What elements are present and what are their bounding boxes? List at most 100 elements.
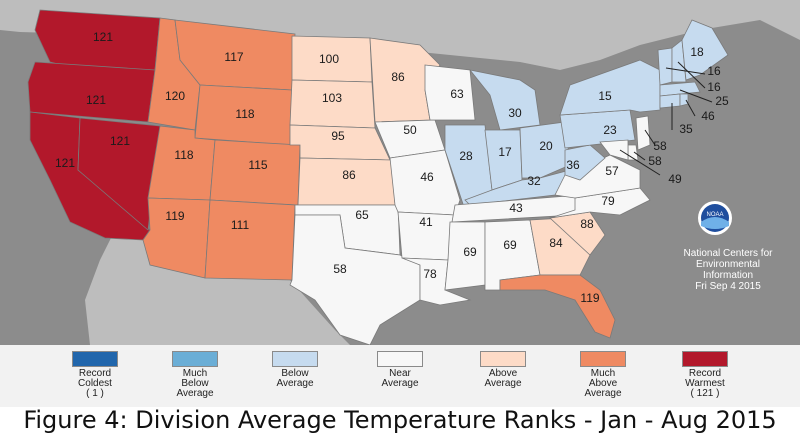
rank-ri: 46	[701, 109, 715, 123]
rank-nv: 121	[110, 134, 130, 148]
figure-caption: Figure 4: Division Average Temperature R…	[23, 406, 777, 434]
canada-land	[0, 0, 800, 70]
rank-ny: 15	[598, 89, 612, 103]
legend-label: Near	[389, 368, 411, 379]
rank-ca: 121	[55, 156, 75, 170]
state-ms	[444, 221, 486, 291]
state-nm	[204, 199, 296, 281]
legend-label: Below	[181, 378, 209, 389]
rank-nj: 58	[653, 139, 667, 153]
noaa-line-3: Information	[702, 270, 754, 281]
rank-fl: 119	[580, 291, 599, 305]
legend-item-much-above: Much Above Average	[548, 351, 658, 399]
rank-sc: 88	[580, 217, 594, 231]
rank-md: 49	[668, 172, 682, 186]
state-ma	[659, 81, 701, 97]
legend-label: Much	[590, 368, 616, 379]
state-ct	[659, 93, 681, 109]
rank-wv: 36	[566, 158, 580, 172]
noaa-line-1: National Centers for	[683, 248, 773, 259]
legend-label: ( 1 )	[86, 388, 104, 399]
noaa-logo: NOAA	[698, 201, 732, 235]
legend-swatch	[580, 351, 626, 367]
legend-item-record-warmest: Record Warmest ( 121 )	[650, 351, 760, 399]
rank-wy: 118	[235, 107, 254, 121]
rank-id: 120	[165, 89, 185, 103]
rank-il: 28	[459, 149, 473, 163]
rank-ms: 69	[463, 245, 477, 259]
rank-ga: 84	[549, 236, 563, 250]
rank-mt: 117	[224, 50, 243, 64]
northeast-leader-lines	[619, 61, 713, 176]
legend-label: Much	[182, 368, 208, 379]
rank-va: 57	[605, 164, 619, 178]
rank-la: 78	[423, 267, 437, 281]
legend-swatch	[172, 351, 218, 367]
rank-mo: 46	[420, 170, 434, 184]
rank-nh: 16	[707, 64, 721, 78]
state-fl	[499, 274, 616, 339]
rank-nm: 111	[231, 218, 250, 232]
rank-de: 58	[648, 154, 662, 168]
legend-item-near: Near Average	[345, 351, 455, 389]
rank-ar: 41	[419, 215, 433, 229]
rank-ut: 118	[174, 148, 193, 162]
legend-label: Average	[381, 378, 419, 389]
state-nc	[549, 187, 651, 219]
legend: Record Coldest ( 1 ) Much Below Average …	[0, 345, 800, 407]
legend-label: Record	[688, 368, 722, 379]
rank-sd: 103	[322, 91, 342, 105]
rank-mi: 30	[508, 106, 522, 120]
state-ri	[679, 93, 689, 107]
legend-item-above: Above Average	[448, 351, 558, 389]
rank-oh: 20	[539, 139, 553, 153]
legend-item-below: Below Average	[240, 351, 350, 389]
state-tx	[289, 214, 421, 345]
rank-nc: 79	[601, 194, 615, 208]
state-oh	[519, 121, 571, 179]
rank-or: 121	[86, 93, 106, 107]
noaa-line-2: Environmental	[696, 259, 760, 270]
temperature-rank-map: 121 121 121 121 120 117 118 118 115 119 …	[0, 0, 800, 345]
rank-al: 69	[503, 238, 517, 252]
rank-in: 17	[498, 145, 512, 159]
rank-pa: 23	[603, 123, 617, 137]
rank-nd: 100	[319, 52, 339, 66]
noaa-date: Fri Sep 4 2015	[695, 281, 761, 292]
legend-item-much-below: Much Below Average	[140, 351, 250, 399]
state-wi	[424, 64, 476, 121]
rank-ks: 86	[342, 168, 356, 182]
rank-tn: 43	[509, 201, 523, 215]
legend-item-record-coldest: Record Coldest ( 1 )	[40, 351, 150, 399]
legend-label: Below	[281, 368, 309, 379]
legend-label: Above	[588, 378, 618, 389]
rank-ct: 35	[679, 122, 693, 136]
legend-swatch	[377, 351, 423, 367]
legend-label: Average	[484, 378, 522, 389]
legend-label: Average	[584, 388, 622, 399]
rank-ne: 95	[331, 129, 345, 143]
rank-co: 115	[248, 158, 267, 172]
state-me	[681, 19, 729, 81]
rank-az: 119	[165, 209, 184, 223]
legend-swatch	[272, 351, 318, 367]
state-vt	[657, 47, 673, 86]
state-ny	[559, 59, 661, 116]
legend-swatch	[72, 351, 118, 367]
legend-label: Average	[276, 378, 314, 389]
state-md	[599, 139, 629, 161]
state-co	[209, 139, 301, 206]
rank-ok: 65	[355, 208, 369, 222]
rank-wi: 63	[450, 87, 464, 101]
state-in	[484, 129, 523, 191]
legend-label: Coldest	[78, 378, 112, 389]
legend-swatch	[480, 351, 526, 367]
legend-label: Record	[78, 368, 112, 379]
rank-vt: 16	[707, 80, 721, 94]
legend-label: ( 121 )	[690, 388, 720, 399]
legend-label: Average	[176, 388, 214, 399]
rank-ia: 50	[403, 123, 417, 137]
legend-label: Warmest	[685, 378, 725, 389]
rank-ky: 32	[527, 174, 541, 188]
state-nv	[77, 117, 161, 231]
